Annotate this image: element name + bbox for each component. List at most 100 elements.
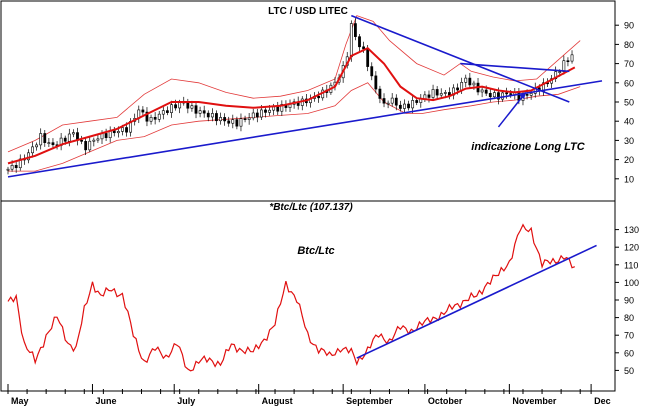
candle-body <box>460 82 464 91</box>
candle-body <box>509 93 513 95</box>
price-trendline <box>7 80 603 178</box>
candle-body <box>67 133 71 142</box>
ratio-trendline <box>356 244 597 359</box>
candle-body <box>317 95 321 99</box>
candle-body <box>456 87 459 91</box>
candle-body <box>407 103 410 109</box>
candle-body <box>223 117 227 122</box>
candle-body <box>480 89 484 93</box>
candle-body <box>472 82 476 86</box>
candle-body <box>566 60 570 63</box>
candle-body <box>51 142 55 146</box>
candle-body <box>198 110 202 114</box>
signal-arrow-shaft <box>497 91 527 128</box>
ratio-y-tick-label: 90 <box>624 296 634 306</box>
month-label: September <box>346 396 393 406</box>
candle-body <box>141 109 145 113</box>
candle-body <box>443 92 447 94</box>
candle-body <box>174 104 177 109</box>
candle-body <box>161 110 165 115</box>
candle-body <box>170 104 173 113</box>
candle-body <box>63 137 67 142</box>
candle-body <box>427 94 431 98</box>
month-label: October <box>428 396 463 406</box>
candle-body <box>178 102 182 109</box>
candle-body <box>202 110 206 114</box>
ratio-y-tick-label: 130 <box>624 225 639 235</box>
candle-body <box>448 92 451 96</box>
ratio-y-tick-label: 50 <box>624 366 634 376</box>
candle-body <box>260 109 263 118</box>
ratio-panel: 50 60 70 80 90 100 110 120 130 <box>7 223 639 376</box>
candle-body <box>92 139 96 142</box>
month-label: August <box>262 396 293 406</box>
candle-body <box>239 118 243 127</box>
moving-average-line <box>7 47 576 165</box>
candle-body <box>358 36 361 48</box>
candle-body <box>39 133 43 146</box>
candle-body <box>280 104 284 112</box>
candle-body <box>251 112 255 119</box>
ratio-y-tick-label: 80 <box>624 313 634 323</box>
price-trendline <box>460 62 570 73</box>
bottom-panel-frame <box>0 200 616 392</box>
candle-body <box>10 165 14 170</box>
candle-body <box>484 89 488 94</box>
candle-body <box>264 109 267 113</box>
month-label: June <box>95 396 116 406</box>
candle-body <box>243 118 247 120</box>
candle-body <box>370 66 374 77</box>
candle-body <box>71 132 75 135</box>
candle-body <box>190 105 194 109</box>
candle-body <box>268 109 271 113</box>
candle-body <box>235 119 239 127</box>
ratio-y-tick-label: 60 <box>624 348 634 358</box>
candle-body <box>525 94 529 96</box>
price-y-tick-label: 30 <box>624 136 634 146</box>
long-signal-annotation: indicazione Long LTC <box>471 141 586 153</box>
candle-body <box>349 23 353 58</box>
candle-body <box>529 93 533 96</box>
candle-body <box>558 71 562 73</box>
price-panel: 10 20 30 40 50 60 70 80 90 <box>6 14 634 184</box>
candle-body <box>431 89 435 98</box>
price-y-tick-label: 40 <box>624 117 634 127</box>
candle-body <box>468 77 472 86</box>
price-y-tick-label: 80 <box>624 40 634 50</box>
month-label: Dec <box>594 396 611 406</box>
candle-body <box>125 127 128 133</box>
month-label: July <box>177 396 195 406</box>
candle-body <box>394 97 398 106</box>
candle-body <box>415 100 419 103</box>
lower-band-line <box>8 82 581 172</box>
candle-body <box>374 75 378 90</box>
candle-body <box>386 102 390 105</box>
candle-body <box>492 92 496 98</box>
candle-body <box>247 117 251 120</box>
candle-body <box>84 141 88 151</box>
price-y-tick-label: 10 <box>624 174 634 184</box>
candle-body <box>215 113 218 122</box>
price-y-tick-label: 60 <box>624 78 634 88</box>
candle-body <box>96 138 100 141</box>
candle-body <box>14 165 18 169</box>
month-label: May <box>11 396 29 406</box>
candle-body <box>231 119 235 124</box>
month-label: November <box>512 396 557 406</box>
candle-body <box>362 46 365 50</box>
candle-body <box>165 110 169 113</box>
candle-body <box>366 48 370 67</box>
candle-body <box>562 60 566 72</box>
candle-body <box>145 111 149 122</box>
candle-body <box>31 146 34 154</box>
candle-body <box>157 113 161 120</box>
ratio-chart-title: *Btc/Ltc (107.137) <box>269 202 353 213</box>
candle-body <box>382 98 386 104</box>
candle-body <box>464 77 468 83</box>
price-y-tick-label: 20 <box>624 155 634 165</box>
candle-body <box>35 144 39 148</box>
candle-body <box>276 106 280 112</box>
ratio-y-tick-label: 110 <box>624 260 638 270</box>
